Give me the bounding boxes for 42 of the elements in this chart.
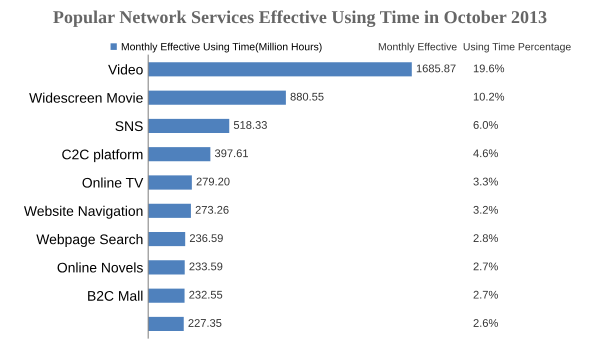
- y-tick-label: B2C Mall: [88, 290, 142, 301]
- chart-title: Popular Network Services Effective Using Time in October 2013: [53, 10, 546, 28]
- text: 4.6%: [473, 149, 498, 158]
- data-label: 236.59: [190, 234, 223, 242]
- text: 2.7%: [474, 290, 498, 299]
- data-label: 880.55: [290, 92, 324, 101]
- data-label: 518.33: [234, 121, 267, 129]
- bar: [148, 118, 230, 133]
- text: 3.2%: [473, 206, 498, 214]
- data-label: 1685.87: [416, 64, 456, 72]
- data-label: 232.55: [189, 290, 222, 299]
- data-label: 227.35: [188, 319, 222, 327]
- bar: [148, 316, 184, 332]
- y-tick-label: SNS: [115, 121, 143, 132]
- y-tick-label: Website Navigation: [24, 206, 142, 219]
- y-tick-label: Video: [108, 64, 143, 75]
- bar: [148, 260, 185, 274]
- y-tick-label: C2C platform: [62, 149, 142, 162]
- bar: [148, 62, 412, 76]
- bar: [148, 204, 191, 218]
- y-tick-label: Online Novels: [58, 262, 143, 273]
- text: 6.0%: [474, 121, 498, 129]
- text: 19.6%: [474, 64, 504, 72]
- bar: [148, 90, 286, 105]
- y-tick-label: Webpage Search: [36, 234, 142, 247]
- text: 10.2%: [474, 92, 504, 101]
- data-label: 279.20: [196, 178, 230, 186]
- text: 3.3%: [473, 178, 498, 186]
- bar: [148, 232, 186, 246]
- text: Monthly Effective Using Time Percentage: [378, 42, 571, 52]
- legend-label: Monthly Effective Using Time(Million Hours): [122, 42, 322, 52]
- data-label: 233.59: [189, 262, 222, 270]
- bar: [148, 175, 192, 190]
- y-tick-label: Widescreen Movie: [29, 92, 143, 103]
- data-label: 397.61: [214, 149, 248, 158]
- text: 2.8%: [474, 234, 498, 242]
- bar: [148, 147, 210, 162]
- text: 2.6%: [474, 319, 498, 327]
- text: 2.7%: [474, 262, 498, 270]
- data-label: 273.26: [196, 206, 229, 214]
- bar: [148, 288, 185, 303]
- y-tick-label: Online TV: [82, 177, 144, 188]
